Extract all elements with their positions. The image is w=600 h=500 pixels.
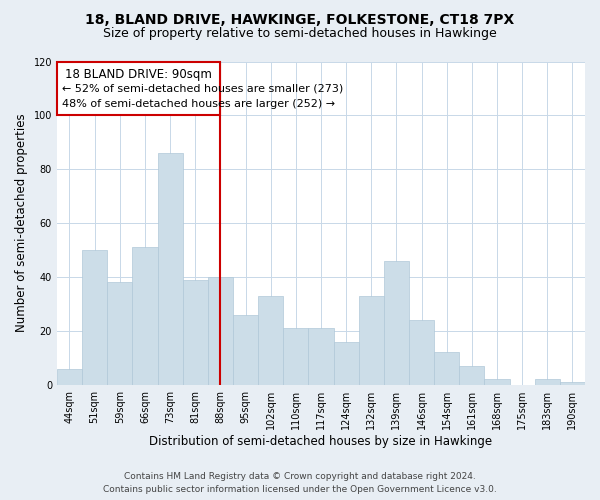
Bar xyxy=(107,282,133,384)
Bar xyxy=(182,280,208,384)
Text: ← 52% of semi-detached houses are smaller (273): ← 52% of semi-detached houses are smalle… xyxy=(62,83,343,93)
Bar xyxy=(258,296,283,384)
Bar xyxy=(459,366,484,384)
Text: 18, BLAND DRIVE, HAWKINGE, FOLKESTONE, CT18 7PX: 18, BLAND DRIVE, HAWKINGE, FOLKESTONE, C… xyxy=(85,12,515,26)
Bar xyxy=(158,153,182,384)
FancyBboxPatch shape xyxy=(57,62,220,116)
Text: Contains HM Land Registry data © Crown copyright and database right 2024.
Contai: Contains HM Land Registry data © Crown c… xyxy=(103,472,497,494)
Bar xyxy=(208,277,233,384)
Bar xyxy=(384,261,409,384)
Text: 18 BLAND DRIVE: 90sqm: 18 BLAND DRIVE: 90sqm xyxy=(65,68,212,81)
Bar xyxy=(57,368,82,384)
Bar xyxy=(535,380,560,384)
Bar xyxy=(334,342,359,384)
Bar xyxy=(434,352,459,384)
Bar xyxy=(82,250,107,384)
Bar xyxy=(133,248,158,384)
X-axis label: Distribution of semi-detached houses by size in Hawkinge: Distribution of semi-detached houses by … xyxy=(149,434,493,448)
Bar xyxy=(283,328,308,384)
Text: Size of property relative to semi-detached houses in Hawkinge: Size of property relative to semi-detach… xyxy=(103,28,497,40)
Y-axis label: Number of semi-detached properties: Number of semi-detached properties xyxy=(15,114,28,332)
Bar xyxy=(308,328,334,384)
Bar xyxy=(359,296,384,384)
Text: 48% of semi-detached houses are larger (252) →: 48% of semi-detached houses are larger (… xyxy=(62,99,335,109)
Bar xyxy=(484,380,509,384)
Bar xyxy=(560,382,585,384)
Bar xyxy=(409,320,434,384)
Bar xyxy=(233,314,258,384)
